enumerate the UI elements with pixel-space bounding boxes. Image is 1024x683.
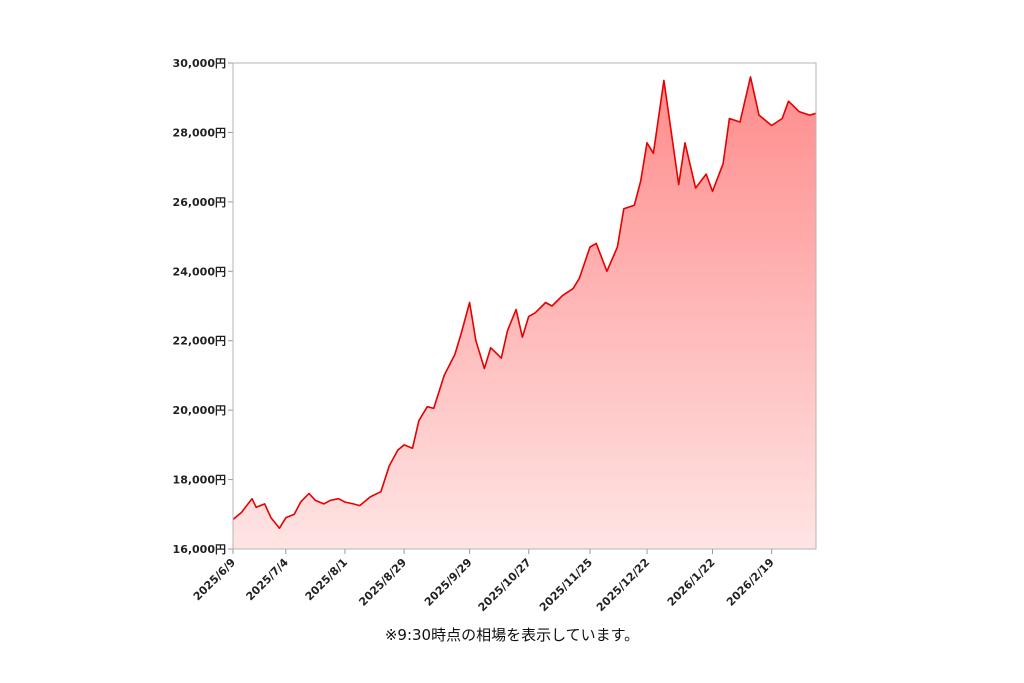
x-tick-label: 2025/6/9 (191, 556, 238, 603)
y-tick-label: 20,000円 (173, 404, 226, 417)
x-tick-label: 2026/2/19 (724, 556, 777, 609)
x-tick-label: 2025/8/29 (356, 556, 409, 609)
x-tick-label: 2025/8/1 (303, 556, 350, 603)
y-tick-label: 16,000円 (173, 543, 226, 556)
y-tick-label: 22,000円 (173, 335, 226, 348)
plot-frame (232, 62, 817, 550)
y-tick-label: 24,000円 (173, 265, 226, 278)
chart-note: ※9:30時点の相場を表示しています。 (384, 626, 640, 644)
x-tick-label: 2026/1/22 (665, 556, 718, 609)
x-tick-label: 2025/9/29 (422, 556, 475, 609)
y-tick-label: 18,000円 (173, 474, 226, 487)
y-axis: 16,000円 18,000円 20,000円 22,000円 24,000円 26,00… (173, 57, 233, 556)
y-tick-label: 26,000円 (173, 196, 226, 209)
price-line (232, 76, 817, 529)
x-tick-label: 2025/12/22 (594, 556, 652, 614)
price-area (233, 76, 816, 550)
x-axis: 2025/6/9 2025/7/4 2025/8/1 2025/8/29 2025/9/… (191, 549, 777, 614)
x-tick-label: 2025/7/4 (244, 556, 292, 604)
x-tick-label: 2025/11/25 (537, 556, 595, 614)
x-tick-label: 2025/10/27 (476, 556, 534, 614)
y-tick-label: 30,000円 (173, 57, 226, 70)
y-tick-label: 28,000円 (173, 126, 226, 139)
